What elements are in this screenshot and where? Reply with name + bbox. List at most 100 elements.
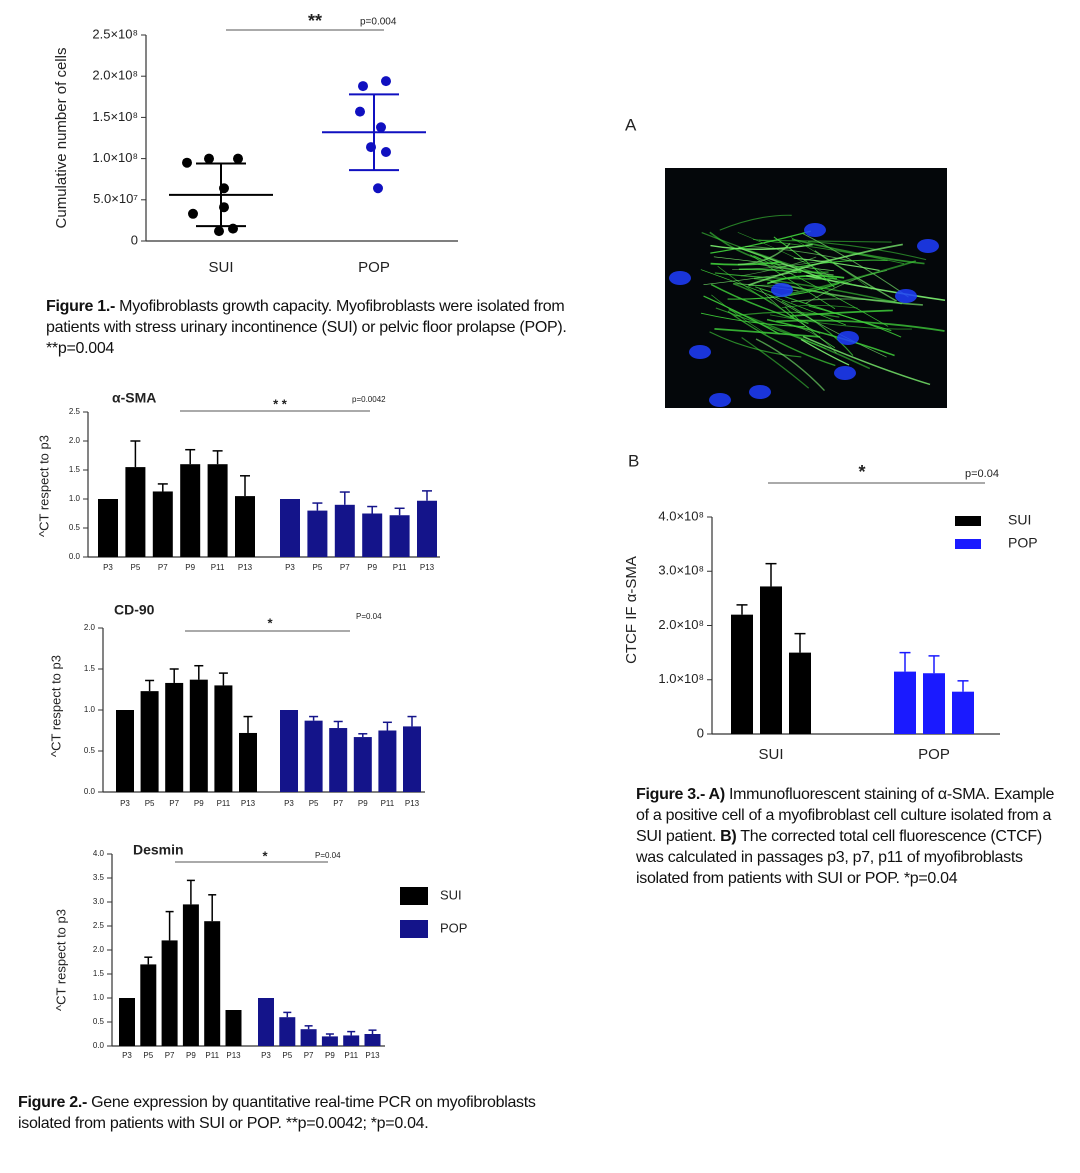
bar: [362, 513, 383, 557]
x-tick-label: P5: [131, 563, 141, 572]
y-tick-label: 2.0×10⁸: [658, 617, 704, 632]
data-point: [373, 183, 383, 194]
data-point: [228, 223, 238, 234]
x-tick-label: POP: [918, 746, 950, 763]
fiber: [768, 294, 887, 358]
data-point: [381, 76, 391, 87]
figure-caption: Figure 1.- Myofibroblasts growth capacit…: [46, 296, 576, 359]
x-tick-label: P5: [309, 799, 319, 808]
fiber: [776, 319, 945, 332]
fiber: [781, 305, 858, 309]
x-tick-label: P3: [122, 1051, 132, 1060]
x-tick-label: SUI: [208, 259, 233, 276]
bar: [239, 732, 257, 792]
bar: [279, 1017, 296, 1046]
fiber: [703, 271, 798, 285]
panel-label: B: [628, 451, 639, 470]
bar: [353, 737, 372, 792]
bar: [125, 467, 146, 557]
bar: [329, 728, 348, 792]
y-tick-label: 3.0: [93, 897, 105, 906]
fiber: [801, 232, 909, 298]
bar: [204, 921, 221, 1046]
fiber: [737, 242, 791, 266]
bar: [182, 904, 199, 1046]
x-tick-label: P11: [381, 799, 395, 808]
data-point: [376, 122, 386, 133]
bar: [417, 500, 437, 557]
nucleus: [669, 271, 691, 285]
nucleus: [771, 283, 793, 297]
bar: [161, 940, 178, 1046]
bar: [180, 464, 201, 557]
fiber: [800, 338, 850, 366]
y-tick-label: 1.0×10⁸: [92, 150, 138, 165]
x-tick-label: P11: [344, 1051, 358, 1060]
fiber: [793, 257, 880, 272]
y-axis-label: ^CT respect to p3: [53, 909, 68, 1011]
nucleus: [689, 345, 711, 359]
significance-stars: *: [262, 848, 268, 863]
x-tick-label: P3: [285, 563, 295, 572]
y-tick-label: 2.5: [69, 407, 81, 416]
y-tick-label: 1.0: [69, 494, 81, 503]
bar: [140, 964, 157, 1046]
y-tick-label: 1.0: [84, 705, 96, 714]
y-axis-label: Cumulative number of cells: [53, 48, 70, 229]
x-tick-label: P9: [185, 563, 195, 572]
legend-label: POP: [440, 920, 467, 935]
bar: [403, 726, 421, 792]
caption-text: The corrected total cell fluorescence (C…: [636, 828, 1042, 887]
bar: [789, 652, 811, 734]
y-tick-label: 5.0×10⁷: [93, 191, 138, 206]
fiber: [711, 294, 767, 334]
fiber: [714, 272, 838, 280]
fiber: [790, 309, 893, 317]
y-tick-label: 0.5: [93, 1017, 105, 1026]
bar: [952, 691, 974, 734]
bar: [189, 679, 208, 792]
x-tick-label: P13: [241, 799, 256, 808]
x-tick-label: P9: [358, 799, 368, 808]
bar: [334, 504, 355, 557]
x-tick-label: P7: [333, 799, 343, 808]
fiber: [741, 336, 810, 389]
y-tick-label: 0.0: [93, 1041, 105, 1050]
x-tick-label: P11: [205, 1051, 219, 1060]
caption-label: Figure 2.-: [18, 1094, 88, 1111]
fiber: [719, 214, 792, 231]
x-tick-label: P7: [165, 1051, 175, 1060]
legend-label: POP: [1008, 535, 1038, 551]
bar: [225, 1010, 242, 1046]
x-tick-label: P7: [169, 799, 179, 808]
fiber: [795, 259, 888, 269]
y-tick-label: 2.0: [84, 623, 96, 632]
bar: [98, 499, 118, 557]
y-axis-label: ^CT respect to p3: [48, 655, 63, 757]
fiber: [781, 300, 854, 356]
fiber: [766, 318, 895, 357]
significance-stars: *: [858, 462, 865, 482]
fiber: [701, 231, 855, 286]
x-tick-label: P13: [238, 563, 253, 572]
x-tick-label: P9: [186, 1051, 196, 1060]
x-tick-label: P13: [365, 1051, 380, 1060]
y-axis-label: ^CT respect to p3: [36, 435, 51, 537]
caption-label: Figure 3.- A): [636, 786, 725, 803]
fiber: [748, 243, 903, 286]
chart-title: CD-90: [114, 602, 155, 618]
nucleus: [804, 223, 826, 237]
x-tick-label: P3: [120, 799, 130, 808]
fiber: [727, 310, 836, 367]
nucleus: [895, 289, 917, 303]
x-tick-label: P13: [226, 1051, 241, 1060]
bar: [304, 720, 323, 792]
y-tick-label: 0.5: [84, 746, 96, 755]
fiber: [755, 338, 825, 392]
legend-swatch: [400, 887, 428, 905]
bar: [214, 685, 233, 792]
nucleus: [917, 239, 939, 253]
data-point: [358, 81, 368, 92]
fiber: [734, 311, 840, 318]
